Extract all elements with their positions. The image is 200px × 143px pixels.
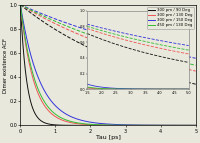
Legend: 300 pm / 90 Deg, 300 pm / 130 Deg, 300 pm / 150 Deg, 450 pm / 130 Deg: 300 pm / 90 Deg, 300 pm / 130 Deg, 300 p… <box>147 7 194 29</box>
Y-axis label: Dimer existence ACF: Dimer existence ACF <box>3 38 8 93</box>
X-axis label: Tau [ps]: Tau [ps] <box>96 135 120 140</box>
